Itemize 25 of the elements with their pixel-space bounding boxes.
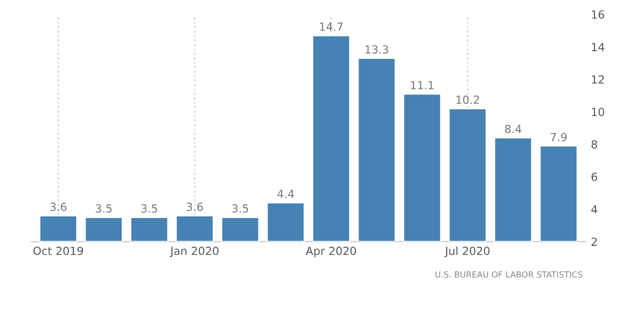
data-label: 10.2 [456,96,479,104]
x-tick-label: Jan 2020 [170,246,218,258]
data-label: 3.5 [232,204,248,213]
text: U.S. BUREAU OF LABOR STATISTICS [435,271,582,278]
data-label: 3.6 [186,202,203,212]
data-label: 3.5 [96,204,112,213]
data-label: 3.6 [50,202,66,212]
x-tick-label: Oct 2019 [33,246,84,256]
x-tick-label: Apr 2020 [306,246,356,258]
data-label: 7.9 [550,132,567,142]
data-label: 4.4 [277,190,294,198]
data-label: 11.1 [411,81,434,90]
y-tick-label: 12 [592,75,604,84]
data-label: 8.4 [505,124,522,134]
y-tick-label: 8 [592,140,598,149]
y-tick-label: 14 [592,42,604,52]
x-tick-label: Jul 2020 [444,246,490,258]
y-tick-label: 4 [591,205,598,214]
y-tick-label: 10 [592,108,604,116]
y-tick-label: 16 [592,10,604,19]
y-tick-label: 6 [592,172,598,182]
data-label: 3.5 [141,204,158,213]
data-label: 13.3 [366,45,388,54]
data-label: 14.7 [320,22,343,31]
y-tick-label: 2 [592,238,597,246]
